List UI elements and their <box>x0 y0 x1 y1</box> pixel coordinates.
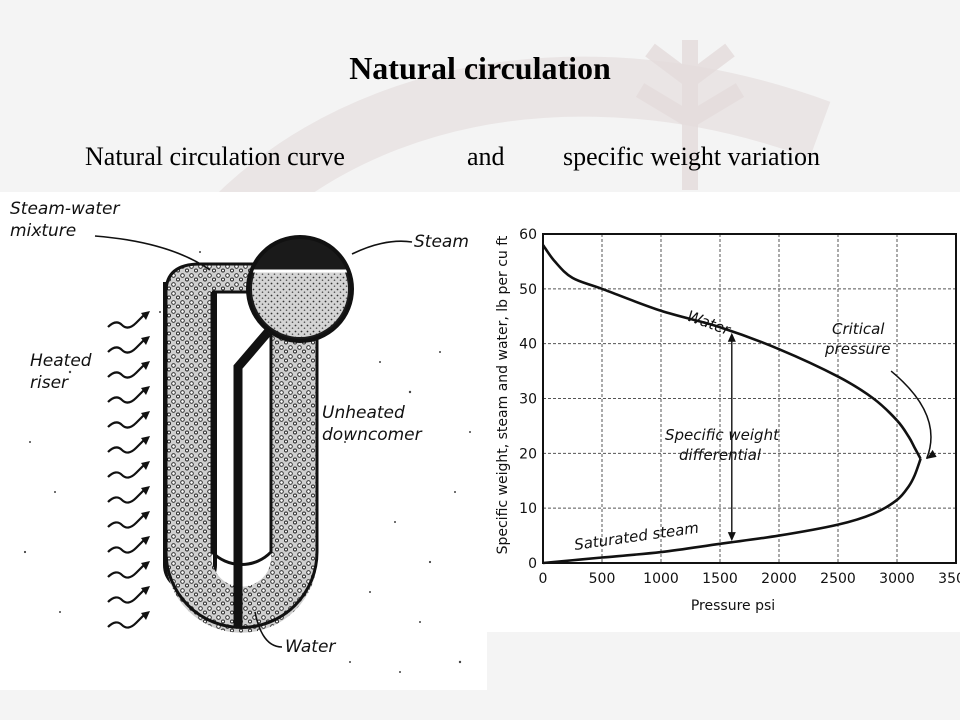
subtitle-natural-circulation-curve: Natural circulation curve <box>85 142 345 171</box>
label-heated: Heated <box>30 351 92 371</box>
y-tick-label: 60 <box>519 227 537 243</box>
x-tick-label: 2000 <box>761 571 797 587</box>
specific-weight-chart-panel: 0 10 20 30 40 50 60 0 500 1000 1500 2000 2500 3000 35… <box>487 192 960 632</box>
riser-header <box>164 262 262 294</box>
subtitle-specific-weight-variation: specific weight variation <box>563 142 821 171</box>
boiler-diagram: Steam-water mixture Steam Heated riser U… <box>10 199 471 673</box>
subtitle-and: and <box>467 142 505 171</box>
y-tick-label: 30 <box>519 392 537 408</box>
differential-arrow-head-bottom <box>727 532 736 542</box>
plot-frame <box>542 233 957 564</box>
chart-label-specific-weight: Specific weight <box>665 426 780 444</box>
x-tick-label: 500 <box>589 571 616 587</box>
label-riser: riser <box>30 373 69 393</box>
x-axis-title: Pressure psi <box>691 598 775 614</box>
heat-arrows <box>107 314 145 629</box>
chart-label-water: Water <box>685 307 734 339</box>
critical-pressure-leader <box>890 370 932 460</box>
x-tick-label: 0 <box>539 571 548 587</box>
x-tick-label: 1000 <box>643 571 679 587</box>
specific-weight-chart: 0 10 20 30 40 50 60 0 500 1000 1500 2000 2500 3000 35… <box>495 227 960 614</box>
label-downcomer: downcomer <box>322 425 423 445</box>
label-mixture: mixture <box>10 221 76 241</box>
series-line-saturated-steam <box>542 458 922 565</box>
x-tick-label: 2500 <box>820 571 856 587</box>
y-axis-title: Specific weight, steam and water, lb per… <box>495 235 511 554</box>
chart-label-pressure: pressure <box>824 340 890 358</box>
series-line-water <box>541 244 922 460</box>
y-tick-label: 0 <box>528 556 537 572</box>
differential-arrow-head-top <box>727 332 736 342</box>
downcomer-pipe <box>233 329 272 628</box>
label-steam-water: Steam-water <box>10 199 120 219</box>
slide-title: Natural circulation <box>349 50 611 86</box>
scan-noise <box>23 231 471 673</box>
x-tick-label: 3500 <box>938 571 960 587</box>
x-tick-label: 3000 <box>879 571 915 587</box>
y-tick-label: 20 <box>519 446 537 462</box>
label-steam: Steam <box>414 232 469 252</box>
label-unheated: Unheated <box>322 403 405 423</box>
chart-label-critical: Critical <box>832 320 885 338</box>
chart-label-differential: differential <box>679 446 762 464</box>
y-tick-label: 10 <box>519 501 537 517</box>
x-tick-label: 1500 <box>702 571 738 587</box>
y-tick-label: 40 <box>519 337 537 353</box>
critical-pressure-arrow-head <box>926 449 937 459</box>
boiler-diagram-panel: Steam-water mixture Steam Heated riser U… <box>0 192 487 690</box>
label-water: Water <box>285 637 336 657</box>
y-tick-label: 50 <box>519 282 537 298</box>
